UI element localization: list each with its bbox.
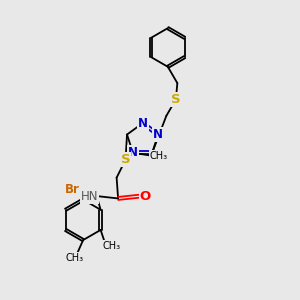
Text: CH₃: CH₃: [65, 253, 83, 263]
Text: HN: HN: [80, 190, 98, 202]
Text: CH₃: CH₃: [150, 151, 168, 161]
Text: S: S: [121, 153, 130, 166]
Text: Br: Br: [65, 183, 80, 196]
Text: S: S: [171, 93, 181, 106]
Text: O: O: [140, 190, 151, 202]
Text: CH₃: CH₃: [103, 241, 121, 251]
Text: N: N: [153, 128, 163, 141]
Text: N: N: [128, 146, 138, 159]
Text: N: N: [138, 117, 148, 130]
